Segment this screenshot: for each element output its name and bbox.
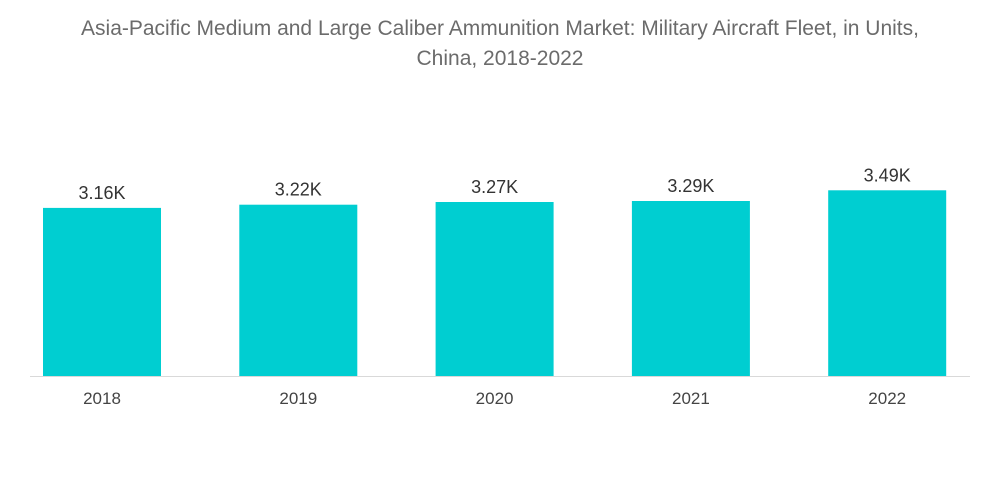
value-label-2020: 3.27K — [471, 177, 518, 197]
x-tick-label-2021: 2021 — [672, 389, 710, 408]
value-label-2018: 3.16K — [78, 183, 125, 203]
bar-2021 — [631, 201, 750, 376]
bar-2022 — [828, 190, 947, 376]
chart-title-line-2: China, 2018-2022 — [416, 47, 584, 70]
bar-2019 — [239, 204, 358, 376]
x-tick-label-2018: 2018 — [83, 389, 121, 408]
chart-title-line-1: Asia-Pacific Medium and Large Caliber Am… — [81, 17, 919, 40]
bars-group — [43, 190, 947, 376]
chart-title: Asia-Pacific Medium and Large Caliber Am… — [0, 14, 1000, 74]
x-tick-label-2022: 2022 — [868, 389, 906, 408]
x-tick-label-2019: 2019 — [279, 389, 317, 408]
value-labels-group: 3.16K 3.22K 3.27K 3.29K 3.49K — [78, 165, 910, 203]
x-tick-labels-group: 2018 2019 2020 2021 2022 — [83, 389, 906, 408]
value-label-2019: 3.22K — [275, 180, 322, 200]
bar-2020 — [435, 202, 554, 376]
value-label-2021: 3.29K — [667, 176, 714, 196]
bar-2018 — [43, 207, 161, 376]
value-label-2022: 3.49K — [864, 165, 911, 185]
x-tick-label-2020: 2020 — [476, 389, 514, 408]
